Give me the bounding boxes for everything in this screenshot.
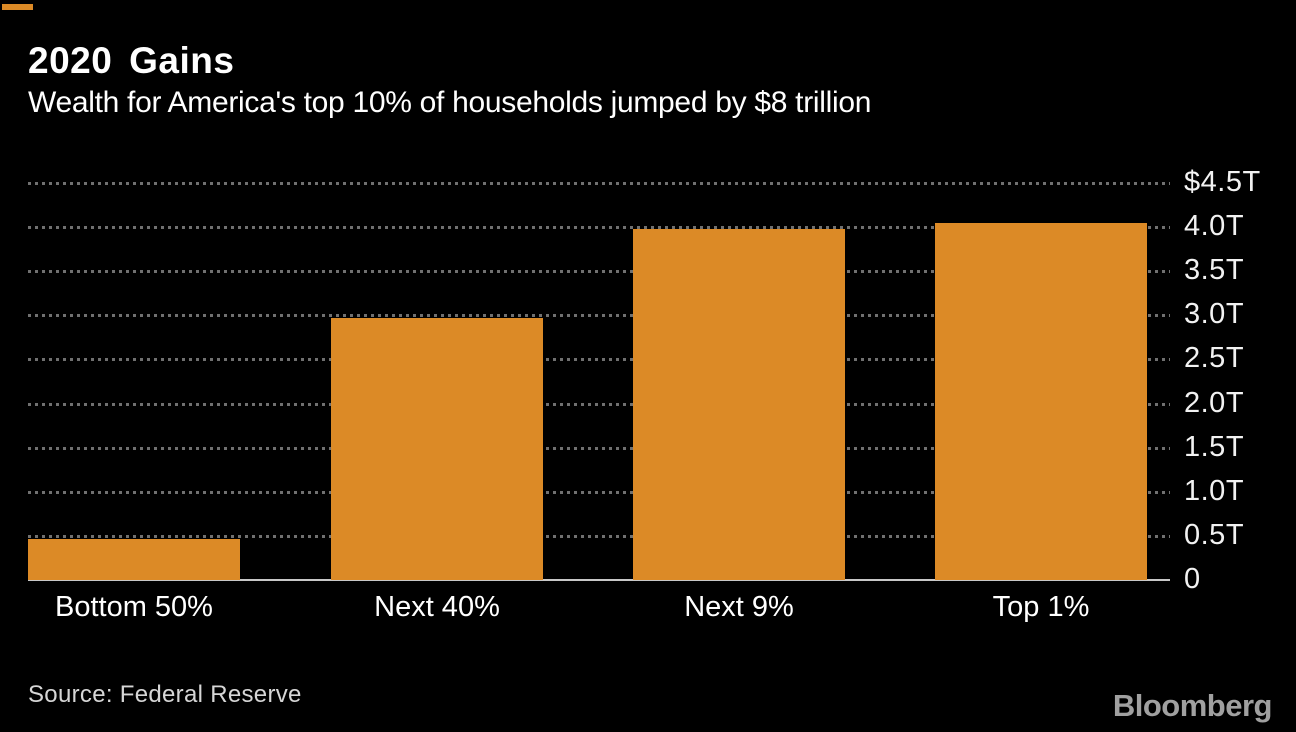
bar-next-40- xyxy=(331,317,543,580)
y-tick-label: 2.0T xyxy=(1184,386,1245,419)
y-tick-label: $4.5T xyxy=(1184,165,1261,198)
bar-bottom-50- xyxy=(28,538,240,580)
chart-title: 2020 Gains xyxy=(28,40,235,81)
y-tick-label: 3.5T xyxy=(1184,254,1245,287)
gridline xyxy=(28,534,1170,538)
y-tick-label: 1.0T xyxy=(1184,474,1245,507)
y-tick-label: 0.5T xyxy=(1184,518,1245,551)
gridline xyxy=(28,446,1170,450)
gridline xyxy=(28,314,1170,318)
gridline xyxy=(28,490,1170,494)
gridline xyxy=(28,270,1170,274)
gridline xyxy=(28,402,1170,406)
gridline xyxy=(28,226,1170,230)
y-tick-label: 4.0T xyxy=(1184,209,1245,242)
bloomberg-logo: Bloomberg xyxy=(1112,688,1273,723)
gridline xyxy=(28,358,1170,362)
bar-next-9- xyxy=(633,228,845,580)
y-tick-label: 1.5T xyxy=(1184,430,1245,463)
x-category-label: Top 1% xyxy=(992,591,1090,623)
x-category-label: Next 40% xyxy=(374,591,500,623)
gridline xyxy=(28,182,1170,185)
source-note: Source: Federal Reserve xyxy=(28,681,302,708)
y-tick-label: 3.0T xyxy=(1184,298,1245,331)
bar-top-1- xyxy=(935,222,1147,580)
series-color-key-dash xyxy=(2,4,33,10)
y-tick-label: 2.5T xyxy=(1184,342,1245,375)
x-category-label: Next 9% xyxy=(684,591,794,623)
chart-subtitle: Wealth for America's top 10% of househol… xyxy=(28,86,872,119)
y-tick-label: 0 xyxy=(1184,562,1201,595)
x-axis-baseline xyxy=(28,579,1170,581)
x-category-label: Bottom 50% xyxy=(55,591,213,623)
